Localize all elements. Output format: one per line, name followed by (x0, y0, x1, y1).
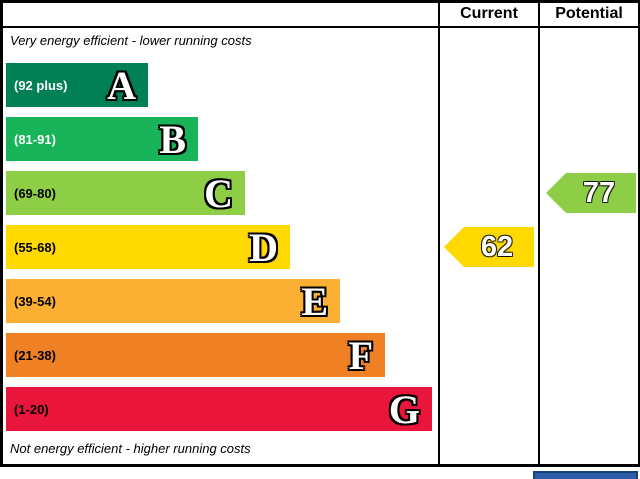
potential-column-divider (538, 0, 540, 467)
band-f-bar: (21-38) F (6, 333, 385, 378)
band-c-range-label: (69-80) (14, 185, 56, 201)
band-a-range-label: (92 plus) (14, 77, 68, 93)
band-d-letter: D (249, 225, 278, 270)
potential-column-header: Potential (555, 5, 623, 22)
band-g-letter: G (388, 387, 420, 432)
header-divider-line (0, 26, 640, 28)
band-a-letter: A (107, 63, 136, 108)
band-e-range-label: (39-54) (14, 293, 56, 309)
rating-bands: (92 plus) A (81-91) B (69-80) C (55-68) … (6, 63, 438, 441)
band-g-bar: (1-20) G (6, 387, 432, 432)
current-column-divider (438, 0, 440, 467)
band-g-range-label: (1-20) (14, 401, 49, 417)
potential-rating-arrow: 77 (546, 173, 636, 213)
band-b-range-label: (81-91) (14, 131, 56, 147)
band-f-letter: F (348, 333, 373, 378)
band-e-bar: (39-54) E (6, 279, 340, 324)
band-a-bar: (92 plus) A (6, 63, 148, 108)
band-d-range-label: (55-68) (14, 239, 56, 255)
top-caption: Very energy efficient - lower running co… (10, 33, 252, 48)
band-d-bar: (55-68) D (6, 225, 290, 270)
eu-directive-box-partial (533, 471, 638, 479)
current-rating-value: 62 (480, 230, 514, 263)
band-c-bar: (69-80) C (6, 171, 245, 216)
band-b-letter: B (159, 117, 186, 162)
current-rating-arrow: 62 (444, 227, 534, 267)
chart-border (0, 0, 640, 467)
band-c-letter: C (204, 171, 233, 216)
band-f-range-label: (21-38) (14, 347, 56, 363)
bottom-caption: Not energy efficient - higher running co… (10, 441, 251, 456)
current-column-header: Current (460, 5, 518, 22)
band-e-letter: E (301, 279, 328, 324)
potential-rating-value: 77 (582, 176, 616, 209)
band-b-bar: (81-91) B (6, 117, 198, 162)
